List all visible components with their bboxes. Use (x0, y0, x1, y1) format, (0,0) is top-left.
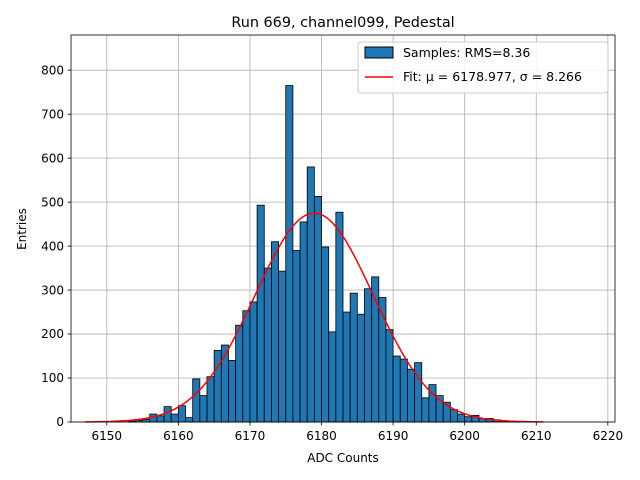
x-tick-label: 6170 (235, 429, 266, 443)
histogram-bar (213, 349, 222, 423)
x-tick-label: 6180 (306, 429, 337, 443)
y-tick-label: 0 (56, 415, 64, 429)
histogram-bar (235, 324, 244, 423)
histogram-bar (192, 378, 201, 423)
histogram-bar (256, 204, 265, 423)
histogram-bar (292, 250, 301, 423)
histogram-bar (177, 405, 186, 423)
histogram-bar (335, 211, 344, 423)
legend-fit-label: Fit: μ = 6178.977, σ = 8.266 (403, 69, 582, 84)
histogram-bar (457, 413, 466, 423)
histogram-bar (156, 415, 165, 423)
legend-histogram-swatch (364, 46, 394, 59)
x-tick-label: 6210 (521, 429, 552, 443)
histogram-bar (356, 313, 365, 423)
histogram-bar (199, 395, 208, 423)
histogram-bar (313, 195, 322, 423)
histogram-bar (414, 362, 423, 423)
x-tick-label: 6200 (449, 429, 480, 443)
histogram-bar (271, 241, 279, 423)
histogram-bar (285, 85, 294, 423)
histogram-bar (407, 368, 415, 423)
y-tick-label: 600 (41, 151, 64, 165)
histogram-bar (349, 292, 358, 423)
y-tick-label: 100 (41, 371, 64, 385)
histogram-bar (163, 406, 172, 423)
y-axis-ticks: 0 100 200 300 400 500 600 700 800 (41, 63, 71, 429)
histogram-bar (464, 416, 473, 423)
y-axis-label: Entries (15, 208, 29, 250)
chart-title: Run 669, channel099, Pedestal (231, 15, 454, 31)
histogram-bar (263, 267, 272, 423)
histogram-bar (299, 221, 308, 423)
y-tick-label: 800 (41, 63, 64, 77)
histogram-bar (449, 409, 458, 423)
histogram-bar (328, 331, 337, 423)
histogram-bar (228, 360, 237, 423)
fit-curve (85, 212, 544, 423)
histogram-bar (342, 311, 351, 423)
x-tick-label: 6190 (378, 429, 409, 443)
histogram-bar (321, 246, 330, 423)
x-axis-label: ADC Counts (307, 451, 379, 465)
plot-frame (70, 34, 616, 423)
histogram-bar (249, 301, 258, 423)
histogram-bar (385, 329, 394, 423)
x-axis-ticks: 6150 6160 6170 6180 6190 6200 6210 6220 (92, 422, 624, 443)
histogram-bar (364, 288, 373, 423)
histogram-bar (306, 166, 315, 423)
y-tick-label: 700 (41, 107, 64, 121)
y-tick-label: 300 (41, 283, 64, 297)
y-tick-label: 200 (41, 327, 64, 341)
x-tick-label: 6220 (593, 429, 624, 443)
x-tick-label: 6160 (163, 429, 194, 443)
y-tick-label: 500 (41, 195, 64, 209)
histogram-bars (127, 85, 530, 423)
histogram-bar (206, 376, 215, 423)
histogram-bar (421, 397, 430, 423)
histogram-bar (378, 297, 387, 423)
histogram-bar (242, 310, 251, 423)
legend: Samples: RMS=8.36 Fit: μ = 6178.977, σ =… (357, 41, 609, 94)
legend-box (357, 41, 609, 94)
y-tick-label: 400 (41, 239, 64, 253)
legend-histogram-label: Samples: RMS=8.36 (403, 45, 530, 60)
histogram-bar (278, 270, 287, 423)
x-tick-label: 6150 (92, 429, 123, 443)
histogram-bar (392, 355, 401, 423)
histogram-bar (185, 417, 194, 423)
histogram-bar (399, 358, 408, 423)
histogram-bar (170, 413, 179, 423)
fit-curve-group (85, 212, 544, 423)
